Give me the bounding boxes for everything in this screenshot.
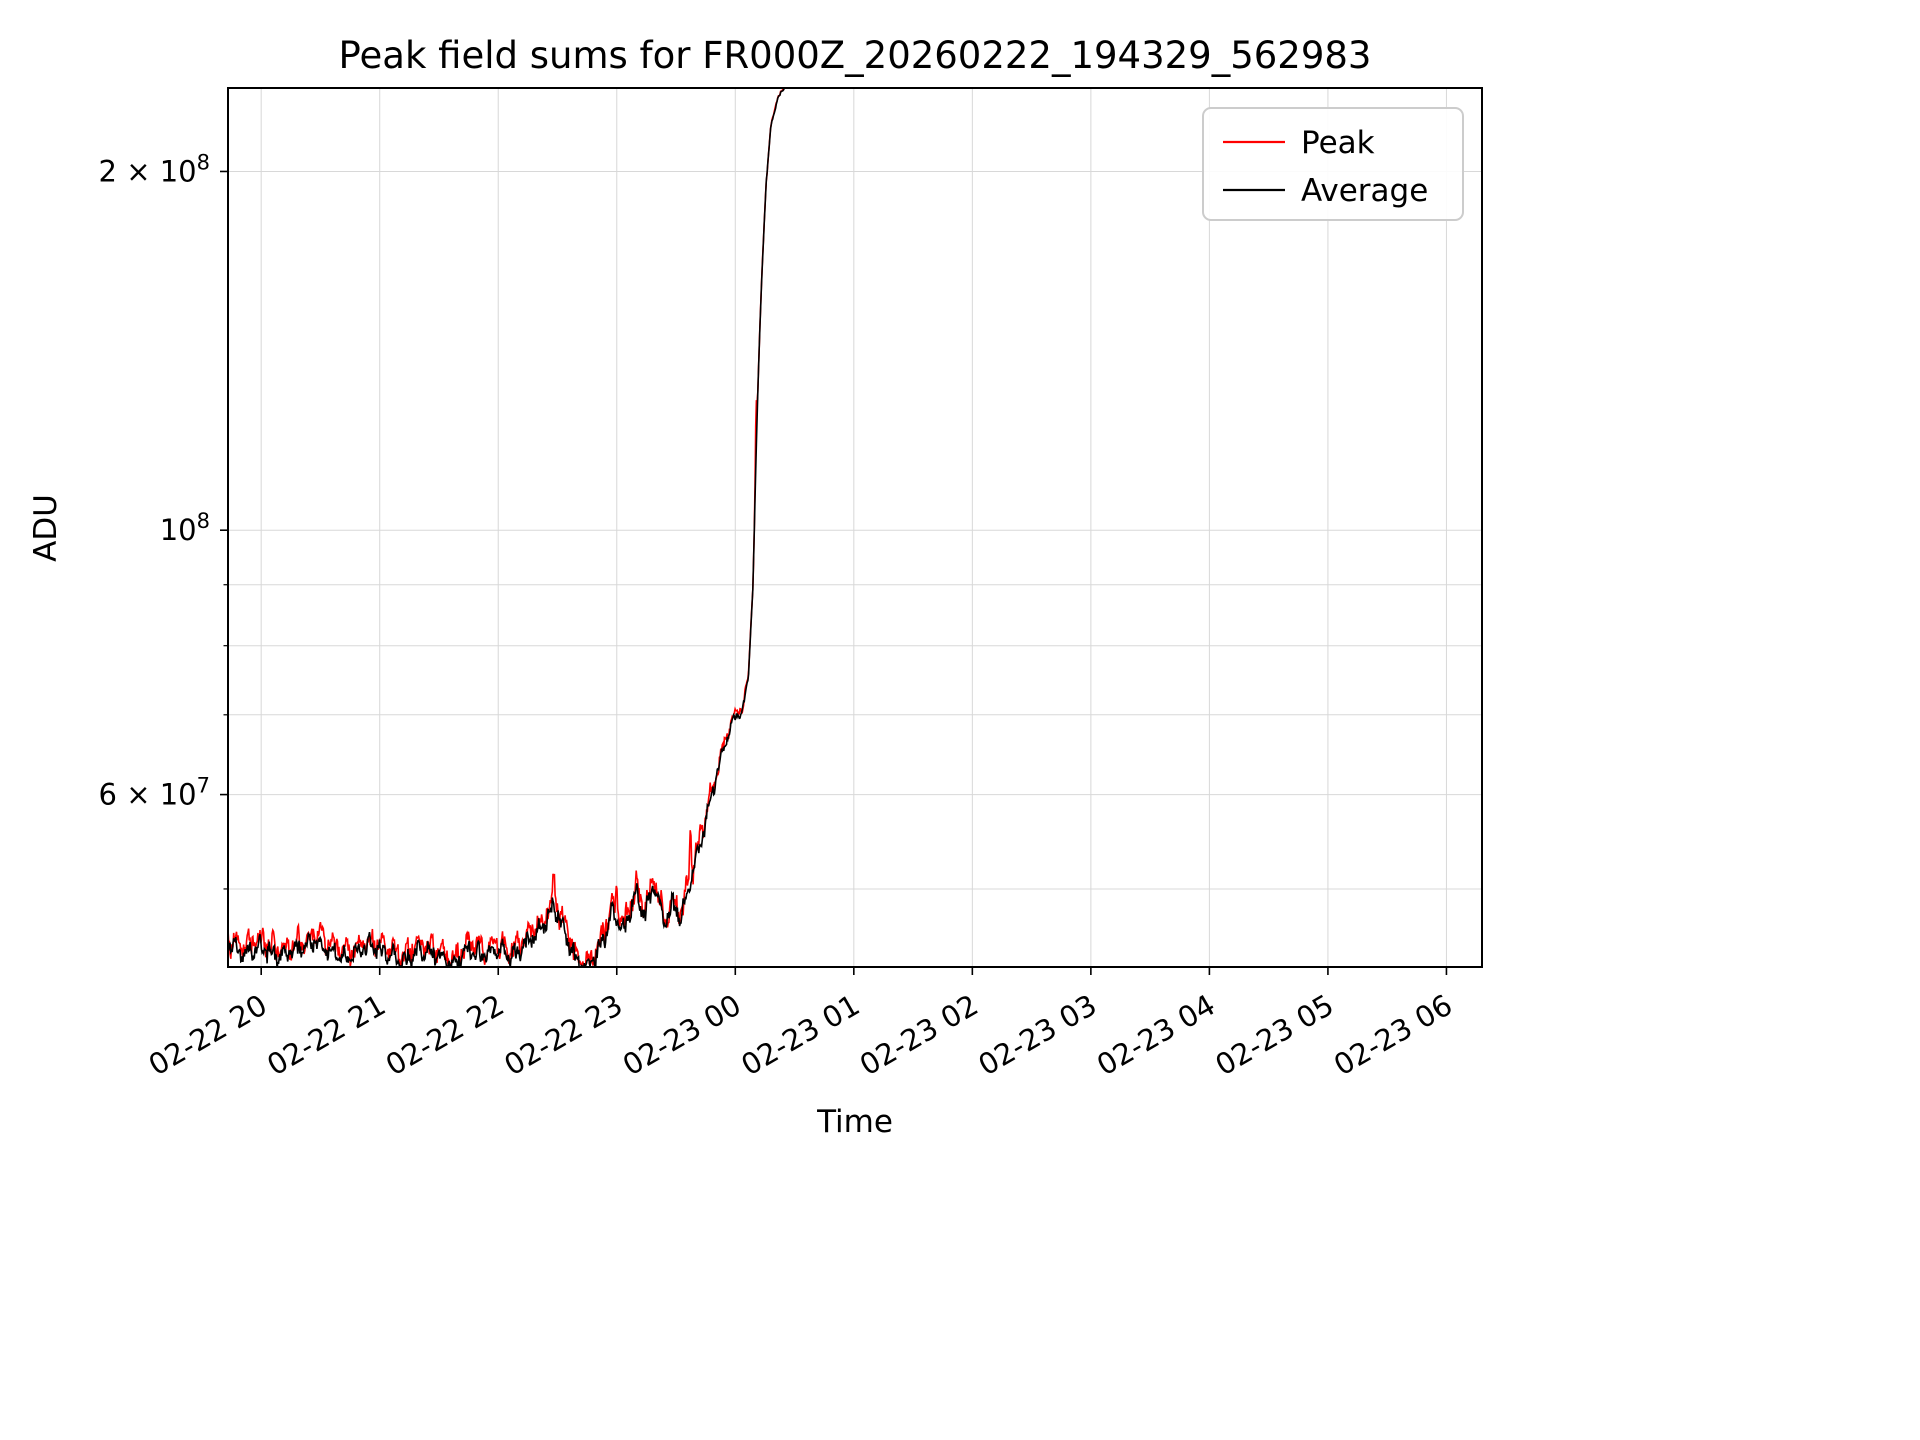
x-tick-label: 02-22 20 bbox=[143, 988, 273, 1083]
x-axis-label: Time bbox=[816, 1104, 893, 1140]
legend-label: Peak bbox=[1301, 125, 1375, 161]
x-tick-label: 02-23 02 bbox=[854, 988, 984, 1083]
y-tick-label: 6 × 107 bbox=[99, 774, 210, 812]
x-tick-label: 02-22 23 bbox=[498, 988, 628, 1083]
plot-border bbox=[227, 87, 1483, 968]
y-tick-label: 2 × 108 bbox=[99, 150, 210, 188]
x-tick-label: 02-22 21 bbox=[261, 988, 391, 1083]
x-tick-label: 02-23 03 bbox=[972, 988, 1102, 1083]
x-tick-label: 02-23 04 bbox=[1091, 988, 1221, 1083]
data-series bbox=[228, 88, 786, 967]
chart-title: Peak field sums for FR000Z_20260222_1943… bbox=[339, 34, 1372, 77]
legend: Peak Average bbox=[1202, 107, 1464, 221]
x-tick-label: 02-23 00 bbox=[617, 988, 747, 1083]
legend-box bbox=[1202, 107, 1464, 221]
x-tick-label: 02-23 05 bbox=[1209, 988, 1339, 1083]
x-tick-label: 02-22 22 bbox=[380, 988, 510, 1083]
x-tick-label: 02-23 01 bbox=[735, 988, 865, 1083]
x-tick-label: 02-23 06 bbox=[1328, 988, 1458, 1083]
average-series-line bbox=[228, 88, 786, 967]
y-axis-label: ADU bbox=[28, 494, 64, 562]
y-tick-label: 108 bbox=[160, 509, 210, 547]
legend-label: Average bbox=[1301, 173, 1428, 209]
